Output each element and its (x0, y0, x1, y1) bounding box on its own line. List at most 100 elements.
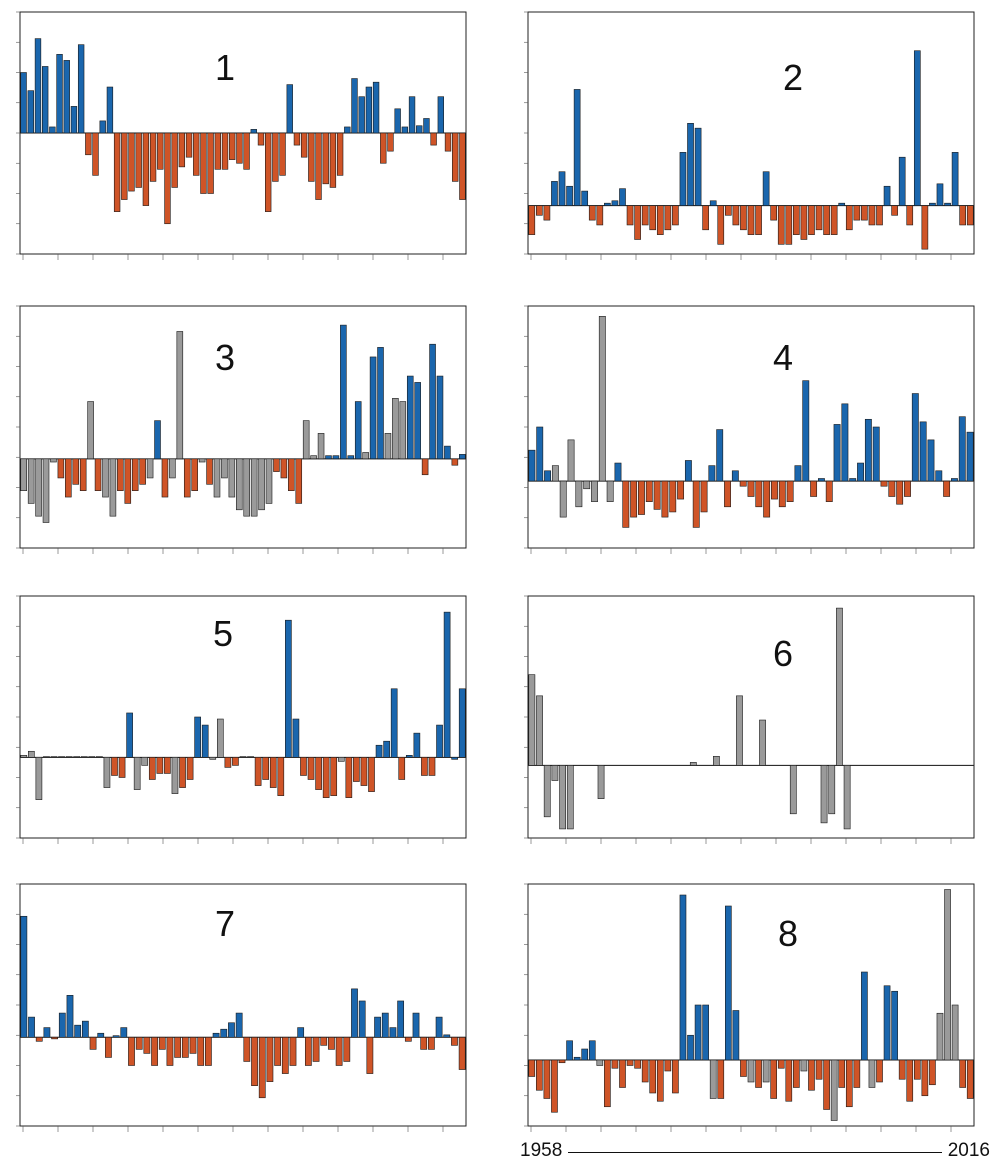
bar (198, 458, 206, 463)
bar (87, 401, 94, 460)
bar (830, 205, 838, 235)
bar (898, 1059, 906, 1080)
bar (197, 1036, 205, 1066)
bar (626, 1059, 634, 1066)
bar (207, 132, 214, 194)
bar (709, 1059, 717, 1099)
bar (694, 1004, 702, 1061)
bar (598, 316, 606, 482)
bar (762, 1059, 770, 1083)
bar (141, 757, 149, 766)
panel-number-label: 2 (783, 57, 803, 98)
bar (420, 1036, 428, 1050)
bar (57, 458, 65, 479)
bar (777, 205, 785, 245)
timeline-start-year: 1958 (520, 1140, 563, 1161)
bar (414, 382, 421, 460)
bar (51, 1036, 58, 1040)
bar (35, 1036, 43, 1042)
chart-panel-4: 4 (520, 302, 978, 566)
bar (102, 458, 109, 498)
bar (243, 1036, 251, 1062)
bar (528, 449, 536, 482)
bar (337, 757, 345, 762)
bar (176, 331, 184, 460)
bar (292, 718, 300, 758)
bar (399, 401, 407, 460)
bar (906, 205, 914, 226)
bar (853, 1059, 861, 1088)
bar (689, 762, 697, 766)
bar (747, 1059, 755, 1083)
bar (921, 205, 929, 250)
bar (250, 458, 258, 517)
bar (823, 1059, 830, 1110)
bar (124, 458, 132, 504)
bar (596, 1059, 604, 1066)
bar (135, 132, 142, 188)
bar (381, 1012, 389, 1038)
bar (747, 205, 755, 235)
bar (929, 1059, 936, 1086)
bar (343, 1036, 351, 1062)
bar (770, 1059, 777, 1099)
bar (178, 132, 186, 168)
bar (209, 757, 217, 760)
bar (927, 439, 935, 482)
bar (92, 132, 99, 176)
bar (444, 445, 451, 460)
bar (528, 205, 536, 235)
bar (317, 433, 325, 460)
bar (34, 38, 42, 134)
bar (49, 126, 56, 134)
bar (185, 132, 193, 158)
bar (825, 480, 833, 502)
bar (619, 1059, 626, 1088)
bar (149, 132, 157, 182)
bar (28, 1016, 35, 1038)
bar (88, 756, 96, 758)
bar (630, 480, 638, 518)
bar (849, 478, 857, 482)
bar (708, 465, 716, 482)
bar-chart-7: 7 (16, 883, 467, 1132)
bar (387, 132, 394, 152)
panel-number-label: 3 (215, 337, 235, 378)
bar (692, 480, 700, 528)
bar (308, 132, 315, 182)
bar (558, 171, 566, 206)
bar (838, 202, 846, 206)
bar (747, 480, 755, 497)
bar (763, 480, 771, 518)
bar (360, 757, 368, 786)
bar (641, 205, 649, 226)
bar (247, 756, 254, 758)
bar (558, 1059, 566, 1064)
bar (332, 455, 340, 460)
bar (235, 1012, 243, 1038)
bar (966, 205, 974, 226)
bar (164, 132, 171, 225)
bar (880, 480, 888, 487)
bar (265, 458, 273, 504)
bar (286, 84, 293, 134)
bar (857, 462, 864, 482)
bar (273, 458, 280, 472)
bar (20, 72, 27, 134)
bar (344, 126, 351, 134)
bar (755, 1059, 762, 1088)
bar (876, 1059, 883, 1083)
bar (944, 889, 951, 1061)
bar (250, 129, 257, 134)
chart-panel-2: 2 (520, 8, 978, 272)
bar (451, 757, 458, 760)
bar (845, 205, 853, 231)
bar (883, 185, 891, 206)
bar (80, 756, 88, 758)
bar (786, 480, 794, 502)
bar (404, 1036, 412, 1042)
bar (802, 380, 810, 482)
bar (815, 205, 823, 231)
bar (959, 205, 966, 226)
bar (148, 757, 156, 780)
